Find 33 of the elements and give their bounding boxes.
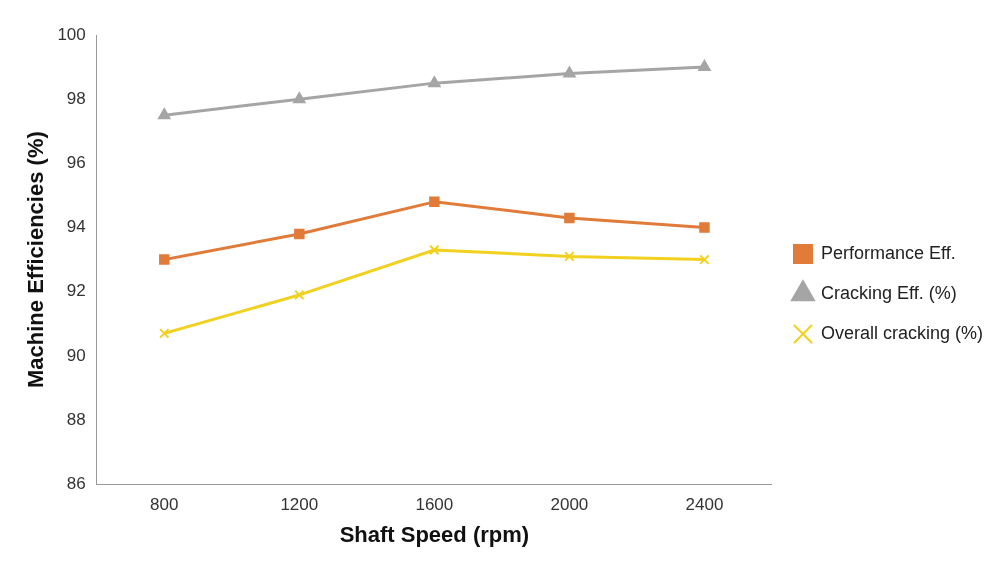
x-tick-label: 2400 — [685, 495, 724, 515]
x-tick-label: 1200 — [280, 495, 319, 515]
point — [294, 228, 305, 240]
x-tick-label: 2000 — [550, 495, 589, 515]
x-axis-title: Shaft Speed (rpm) — [339, 521, 530, 547]
legend-label: Cracking Eff. (%) — [820, 282, 957, 303]
point — [563, 66, 576, 78]
point — [429, 196, 440, 208]
point — [564, 212, 575, 224]
point — [698, 60, 711, 72]
x-tick-label: 800 — [150, 495, 179, 515]
point — [294, 289, 305, 301]
y-tick-label: 86 — [66, 473, 86, 493]
y-tick-label: 88 — [66, 409, 86, 429]
legend-label: Performance Eff. — [820, 242, 956, 263]
point — [564, 251, 575, 262]
y-tick-label: 96 — [66, 153, 86, 173]
point — [699, 222, 710, 233]
legend-label: Overall cracking (%) — [820, 322, 984, 343]
point — [699, 254, 710, 265]
point — [158, 108, 171, 120]
y-tick-label: 92 — [66, 281, 86, 301]
y-tick-label: 94 — [66, 217, 86, 237]
point — [429, 244, 440, 256]
x-tick-label: 1600 — [415, 495, 454, 515]
y-tick-label: 90 — [66, 345, 86, 365]
point — [159, 328, 170, 339]
point — [428, 76, 441, 88]
y-axis-title: Machine Efficiencies (%) — [23, 131, 49, 388]
point — [293, 92, 306, 104]
y-tick-label: 98 — [66, 88, 86, 108]
point — [159, 254, 170, 265]
y-tick-label: 100 — [57, 24, 86, 44]
